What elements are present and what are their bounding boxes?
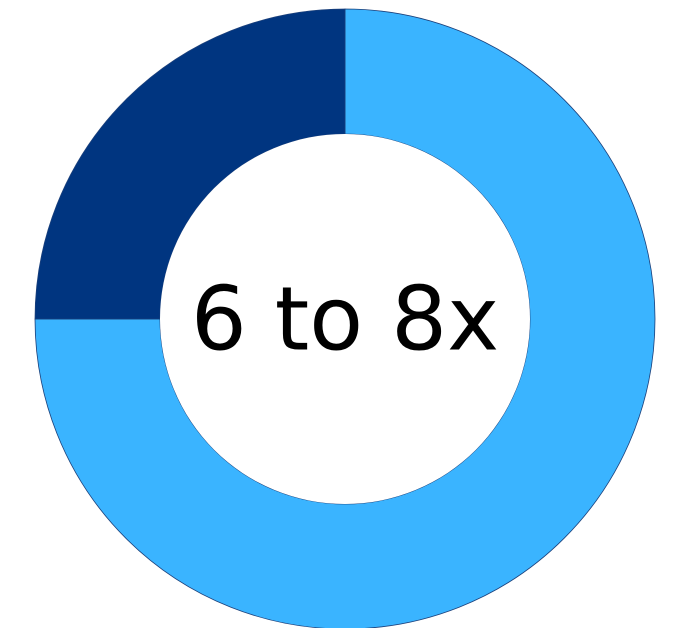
center-label: 6 to 8x — [191, 268, 499, 371]
donut-hole — [160, 134, 530, 504]
